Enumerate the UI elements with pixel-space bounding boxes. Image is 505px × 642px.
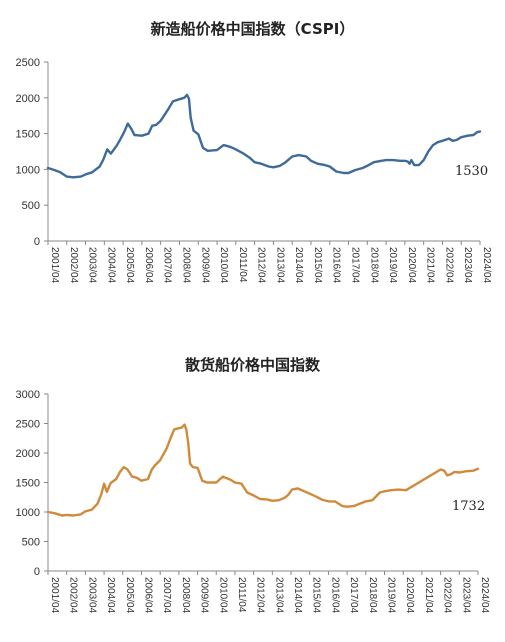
x-tick-label: 2021/04 [423,577,434,614]
x-tick-label: 2001/04 [49,577,60,614]
x-tick-label: 2012/04 [256,247,267,284]
x-tick-label: 2007/04 [162,247,173,284]
end-value-label: 1732 [452,499,485,514]
bulk-carrier-chart: 0 500 1000 1500 2000 2500 3000 2001/04 2002/04 20… [16,389,490,614]
x-tick-label: 2011/04 [237,247,248,283]
x-tick-label: 2005/04 [124,577,135,614]
chart-title: 散货船价格中国指数 [184,356,320,374]
y-tick-label: 2500 [16,419,40,431]
x-tick-label: 2015/04 [312,247,323,284]
x-tick-label: 2010/04 [217,577,228,614]
x-tick-label: 2017/04 [348,577,359,614]
x-tick-label: 2001/04 [49,247,60,284]
x-tick-label: 2010/04 [218,247,229,284]
x-tick-label: 2013/04 [273,577,284,614]
x-tick-label: 2006/04 [143,247,154,284]
x-tick-label: 2020/04 [406,247,417,284]
x-tick-label: 2018/04 [367,577,378,614]
x-tick-label: 2015/04 [311,577,322,614]
x-tick-label: 2004/04 [105,247,116,284]
x-tick-label: 2013/04 [274,247,285,284]
y-tick-label: 1000 [16,507,40,519]
series-line [46,423,480,517]
x-tick-label: 2006/04 [142,577,153,614]
x-tick-label: 2003/04 [86,577,97,614]
y-tick-label: 2500 [16,57,40,69]
x-tick-label: 2003/04 [87,247,98,284]
x-tick-label: 2024/04 [481,247,492,284]
y-tick-label: 500 [22,200,40,212]
cspi-chart: 0 500 1000 1500 2000 2500 2001/04 2002/04 2003/0… [16,57,492,284]
x-tick-label: 2008/04 [180,247,191,284]
x-tick-label: 2012/04 [255,577,266,614]
x-tick-label: 2007/04 [161,577,172,614]
y-tick-label: 2000 [16,448,40,460]
x-tick-label: 2002/04 [68,577,79,614]
y-tick-label: 1500 [16,129,40,141]
y-tick-label: 0 [34,236,40,248]
x-tick-label: 2009/04 [199,247,210,284]
x-tick-label: 2004/04 [105,577,116,614]
x-tick-label: 2005/04 [124,247,135,284]
x-tick-label: 2014/04 [293,247,304,284]
x-tick-label: 2020/04 [404,577,415,614]
y-tick-label: 3000 [16,389,40,401]
x-tick-label: 2009/04 [199,577,210,614]
x-tick-label: 2008/04 [180,577,191,614]
y-tick-label: 1500 [16,478,40,490]
x-tick-label: 2023/04 [462,247,473,284]
y-tick-label: 500 [22,537,40,549]
x-tick-label: 2021/04 [425,247,436,284]
cspi-chart-panel: 新造船价格中国指数（CSPI） 0 500 1000 1500 2000 2500 2001… [0,0,505,320]
end-value-label: 1530 [455,164,488,179]
x-tick-label: 2017/04 [350,247,361,284]
x-tick-label: 2024/04 [479,577,490,614]
x-tick-label: 2016/04 [331,247,342,284]
bulk-carrier-chart-panel: 散货船价格中国指数 0 500 1000 1500 2000 2500 3000 2001/0… [0,330,505,642]
y-tick-label: 1000 [16,164,40,176]
y-tick-label: 0 [34,566,40,578]
chart-title: 新造船价格中国指数（CSPI） [150,20,355,38]
x-tick-label: 2023/04 [460,577,471,614]
x-tick-label: 2019/04 [386,577,397,614]
x-tick-label: 2002/04 [68,247,79,284]
x-tick-label: 2022/04 [443,247,454,284]
x-tick-label: 2018/04 [368,247,379,284]
series-line [46,93,482,179]
x-tick-label: 2022/04 [442,577,453,614]
x-tick-label: 2011/04 [236,577,247,613]
x-tick-label: 2014/04 [292,577,303,614]
y-tick-label: 2000 [16,93,40,105]
x-tick-label: 2016/04 [329,577,340,614]
x-tick-label: 2019/04 [387,247,398,284]
